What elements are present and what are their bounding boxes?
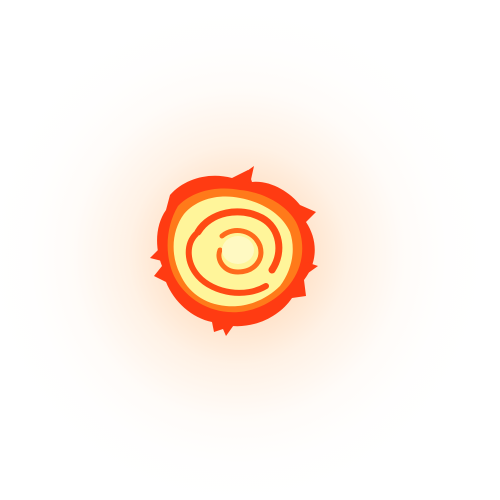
flame-flicker-left	[150, 248, 166, 262]
inner-swirl-1	[194, 208, 283, 274]
bright-core	[222, 236, 254, 264]
flame-flicker-top	[240, 166, 254, 184]
flame-flicker-bottom	[220, 322, 236, 336]
inner-swirl-2	[185, 231, 269, 296]
inner-swirl-3	[216, 228, 264, 275]
flame-flicker-right	[304, 262, 318, 276]
